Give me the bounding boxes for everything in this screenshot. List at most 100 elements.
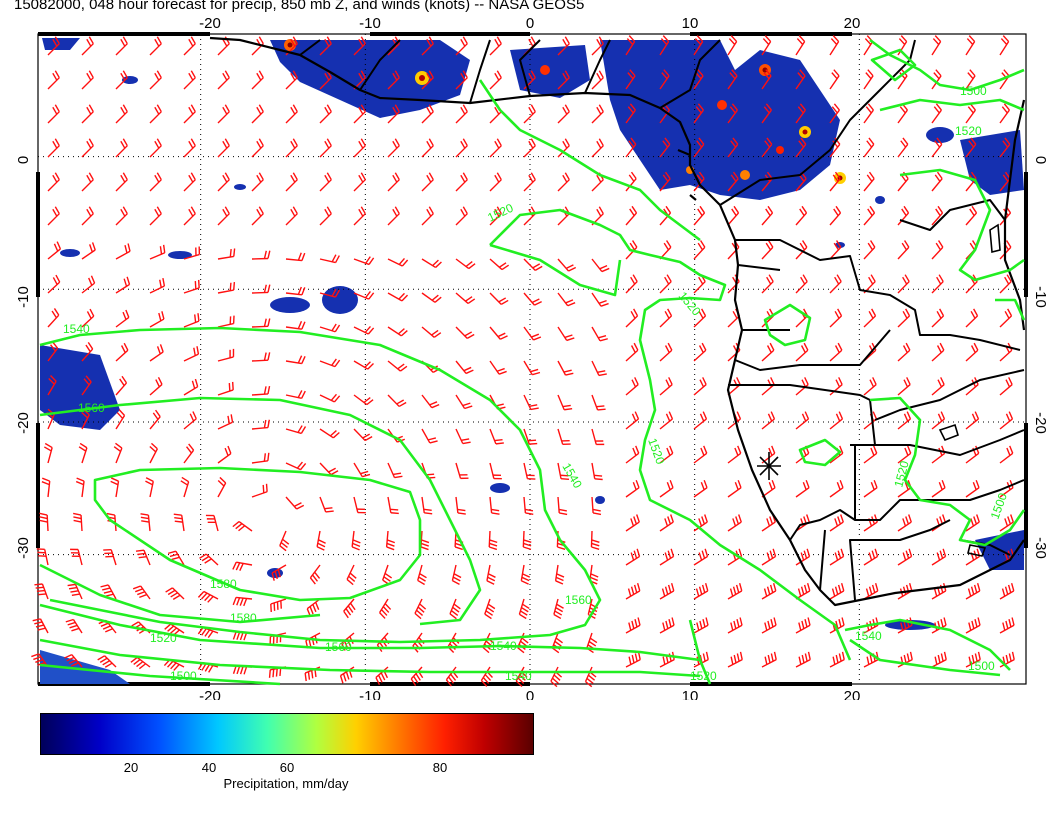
wind-barb-flag [428,36,434,45]
wind-barb-flag [701,550,706,559]
wind-barb-flag [162,278,166,287]
wind-barb [115,77,128,90]
wind-barb-flag [529,404,538,407]
wind-barb-flag [384,603,392,610]
wind-barb-flag [263,318,267,327]
wind-barb-flag [232,597,237,606]
wind-barb-flag [265,483,268,492]
wind-barb-flag [1004,276,1010,285]
wind-barb-flag [54,172,60,181]
wind-barb-flag [524,508,534,512]
wind-barb [625,384,639,396]
wind-barb-flag [564,407,573,411]
wind-barb-flag [51,310,57,319]
wind-barb-flag [695,106,702,114]
contour-label: 1540 [855,629,882,643]
wind-barb-flag [838,411,844,420]
wind-barb-flag [360,104,366,113]
wind-barb [897,555,912,566]
wind-barb-flag [317,542,326,548]
wind-barb-flag [1007,584,1012,593]
wind-barb [727,624,743,634]
wind-barb-flag [869,240,876,248]
wind-barb-flag [902,552,907,561]
wind-barb-flag [530,36,536,45]
wind-barb-flag [190,104,196,113]
wind-barb-flag [832,656,836,665]
wind-barb-flag [865,588,870,597]
wind-barb-flag [565,264,574,270]
wind-barb [554,564,559,581]
wind-barb [863,418,877,430]
wind-barb-flag [431,403,440,409]
wind-barb-flag [346,578,354,586]
wind-barb [175,550,185,566]
wind-barb-flag [35,658,44,663]
wind-barb [387,145,400,158]
wind-barb-flag [834,586,839,595]
wind-barb [693,590,709,600]
wind-barb [489,213,502,226]
wind-barb-flag [598,104,604,113]
wind-barb [591,43,604,56]
wind-barb [81,481,85,498]
wind-barb-flag [39,516,48,520]
contour-label: 1500 [960,84,987,98]
wind-barb-flag [139,593,148,599]
wind-barb [965,212,978,226]
wind-barb-flag [701,342,707,351]
wind-barb [353,496,359,513]
wind-barb [353,145,366,158]
wind-barb-flag [161,311,165,320]
graticule [38,34,1026,684]
wind-barb-flag [867,69,874,77]
wind-barb [965,41,976,56]
wind-barb-flag [324,208,330,217]
wind-barb-flag [553,674,561,681]
wind-barb-flag [67,583,76,587]
wind-barb-flag [523,539,532,544]
wind-barb-flag [263,352,267,361]
wind-barb-flag [140,516,149,520]
wind-barb-flag [564,36,570,45]
wind-barb-flag [802,274,808,282]
wind-barb-flag [834,137,841,145]
wind-barb [285,43,298,56]
wind-barb-flag [939,342,945,351]
wind-barb-flag [56,241,62,250]
wind-barb-flag [88,277,93,286]
wind-barb-flag [771,445,776,454]
wind-barb [931,659,947,668]
wind-barb-flag [136,661,144,668]
wind-barb-flag [967,588,972,597]
wind-barb-flag [482,677,490,684]
wind-barb-flag [557,546,566,551]
wind-barb [761,246,774,260]
wind-barb-flag [426,38,432,47]
wind-barb [351,530,355,547]
wind-barb-flag [764,35,772,43]
wind-barb-flag [197,313,200,322]
wind-barb [455,326,468,339]
wind-barb [319,394,335,403]
wind-barb-flag [192,411,197,420]
wind-barb-flag [190,206,196,215]
wind-barb-flag [54,70,60,79]
contour-1500-south [39,663,281,686]
wind-barb [863,555,878,566]
wind-barb-flag [528,140,534,149]
wind-barb-flag [204,629,211,637]
wind-barb-flag [973,516,978,525]
wind-barb-flag [530,172,536,181]
wind-barb-flag [426,106,432,115]
wind-barb-flag [631,205,638,214]
wind-barb [761,212,774,226]
wind-barb [965,624,981,634]
wind-barb-flag [668,619,672,628]
wind-barb-flag [869,205,876,214]
wind-barb-flag [734,482,739,490]
wind-barb-flag [300,463,307,471]
wind-barb-flag [521,576,530,582]
wind-barb [557,496,560,514]
wind-barb-flag [800,276,806,285]
